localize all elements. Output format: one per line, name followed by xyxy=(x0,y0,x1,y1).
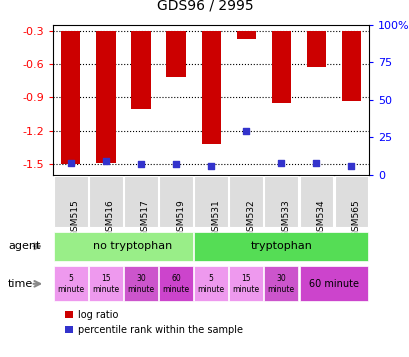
Bar xyxy=(229,266,263,301)
Bar xyxy=(334,176,367,227)
Bar xyxy=(306,31,325,67)
Point xyxy=(243,129,249,134)
Bar xyxy=(166,31,185,77)
Bar xyxy=(89,176,122,227)
Text: 15
minute: 15 minute xyxy=(232,274,259,294)
Text: 60
minute: 60 minute xyxy=(162,274,189,294)
Text: time: time xyxy=(8,279,34,289)
Text: 30
minute: 30 minute xyxy=(267,274,294,294)
Bar xyxy=(264,176,297,227)
Point xyxy=(347,163,354,169)
Text: agent: agent xyxy=(8,241,40,251)
Bar xyxy=(264,266,297,301)
Text: GSM517: GSM517 xyxy=(141,199,150,237)
Bar xyxy=(124,266,157,301)
Legend: log ratio, percentile rank within the sample: log ratio, percentile rank within the sa… xyxy=(64,310,243,335)
Point xyxy=(102,159,109,164)
Text: 5
minute: 5 minute xyxy=(57,274,84,294)
Bar xyxy=(159,266,193,301)
Bar xyxy=(299,266,367,301)
Text: GSM534: GSM534 xyxy=(316,199,325,237)
Point xyxy=(277,160,284,166)
Text: no tryptophan: no tryptophan xyxy=(92,241,171,251)
Text: GSM565: GSM565 xyxy=(351,199,360,237)
Bar xyxy=(54,232,193,261)
Bar xyxy=(299,176,333,227)
Text: 15
minute: 15 minute xyxy=(92,274,119,294)
Text: GDS96 / 2995: GDS96 / 2995 xyxy=(156,0,253,12)
Point xyxy=(137,162,144,167)
Bar xyxy=(236,31,255,39)
Bar xyxy=(61,31,80,164)
Text: GSM519: GSM519 xyxy=(175,199,184,237)
Bar xyxy=(159,176,193,227)
Bar xyxy=(201,31,220,144)
Point xyxy=(312,160,319,166)
Point xyxy=(172,162,179,167)
Bar xyxy=(54,176,88,227)
Bar xyxy=(54,266,88,301)
Point xyxy=(67,160,74,166)
Text: GSM515: GSM515 xyxy=(71,199,80,237)
Text: 5
minute: 5 minute xyxy=(197,274,224,294)
Text: GSM531: GSM531 xyxy=(211,199,220,237)
Bar xyxy=(124,176,157,227)
Bar xyxy=(194,176,227,227)
Text: 60 minute: 60 minute xyxy=(308,279,358,289)
Text: GSM532: GSM532 xyxy=(246,199,255,237)
Bar xyxy=(341,31,360,101)
Bar xyxy=(229,176,263,227)
Text: GSM516: GSM516 xyxy=(106,199,115,237)
Text: GSM533: GSM533 xyxy=(281,199,290,237)
Bar xyxy=(271,31,290,103)
Text: 30
minute: 30 minute xyxy=(127,274,154,294)
Bar xyxy=(131,31,150,109)
Bar xyxy=(89,266,122,301)
Bar xyxy=(194,232,367,261)
Text: tryptophan: tryptophan xyxy=(250,241,312,251)
Point xyxy=(207,163,214,169)
Bar xyxy=(194,266,227,301)
Bar xyxy=(96,31,115,163)
